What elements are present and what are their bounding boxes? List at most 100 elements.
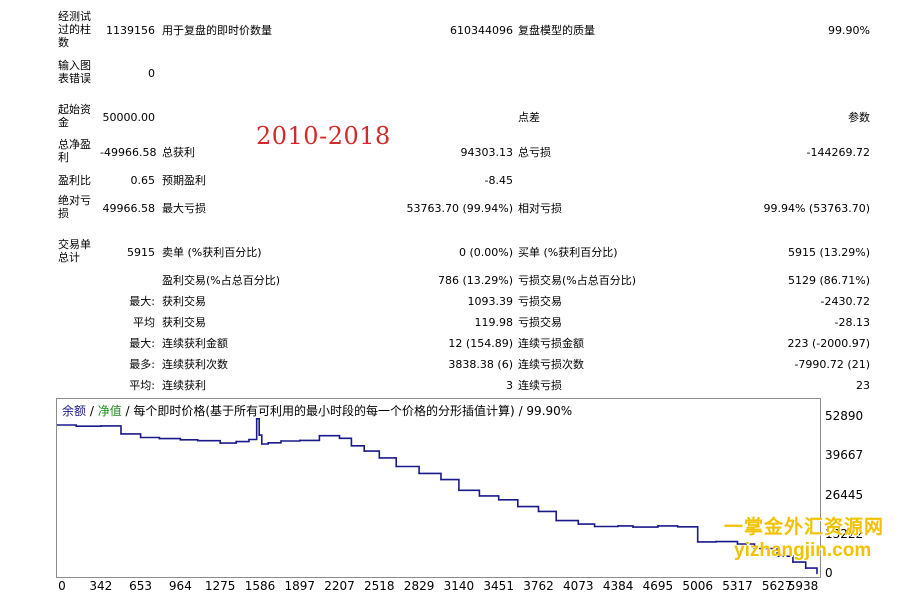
net-profit-value: -49966.58 xyxy=(100,146,157,159)
balance-point xyxy=(537,510,540,513)
gross-profit-label: 总获利 xyxy=(162,146,195,159)
balance-point xyxy=(158,437,161,440)
balance-point xyxy=(497,499,500,501)
max-consec-prefix: 最大: xyxy=(129,337,155,350)
balance-point xyxy=(100,425,102,427)
x-tick-label: 653 xyxy=(129,579,153,593)
balance-point xyxy=(517,505,519,508)
largest-loss-label: 亏损交易 xyxy=(518,295,562,308)
x-tick-label: 0 xyxy=(58,579,66,593)
legend-separator: / xyxy=(514,404,527,418)
abs-drawdown-value: 49966.58 xyxy=(102,202,156,215)
balance-point xyxy=(478,495,481,497)
balance-point xyxy=(258,434,260,436)
profit-factor-label: 盈利比 xyxy=(58,174,91,187)
expected-payoff-value: -8.45 xyxy=(484,174,513,187)
net-profit-label: 总净盈利 xyxy=(58,138,91,164)
balance-point xyxy=(261,443,263,445)
average-prefix: 平均 xyxy=(133,316,155,329)
short-trades-label: 卖单 (%获利百分比) xyxy=(162,246,262,259)
balance-point xyxy=(577,523,580,525)
balance-point xyxy=(139,436,142,439)
x-tick-label: 4073 xyxy=(563,579,594,593)
profit-trades-value: 786 (13.29%) xyxy=(437,274,513,287)
largest-prefix: 最大: xyxy=(129,295,155,308)
largest-loss-value: -2430.72 xyxy=(820,295,870,308)
max-drawdown-value: 53763.70 (99.94%) xyxy=(406,202,513,215)
balance-point xyxy=(458,489,460,492)
largest-profit-value: 1093.39 xyxy=(467,295,514,308)
balance-point xyxy=(267,442,269,444)
x-tick-label: 1586 xyxy=(244,579,276,593)
maximal-wins-value: 3838.38 (6) xyxy=(448,358,513,371)
balance-point xyxy=(299,439,301,442)
x-tick-label: 4384 xyxy=(602,579,634,593)
x-tick-label: 2207 xyxy=(324,579,355,593)
x-tick-label: 964 xyxy=(168,579,192,593)
chart-errors-value: 0 xyxy=(148,67,155,80)
x-tick-label: 1897 xyxy=(284,579,316,593)
x-tick-label: 5006 xyxy=(682,579,713,593)
total-trades-value: 5915 xyxy=(127,246,155,259)
x-tick-label: 3451 xyxy=(483,579,514,593)
max-consec-losses-value: 223 (-2000.97) xyxy=(787,337,870,350)
y-tick-label: 26445 xyxy=(825,487,864,502)
largest-profit-label: 获利交易 xyxy=(162,295,206,308)
balance-point xyxy=(816,572,818,575)
legend-quality: 99.90% xyxy=(526,404,573,418)
avg-consec-prefix: 平均: xyxy=(129,379,155,392)
chart-legend: 余额 / 净值 / 每个即时价格(基于所有可利用的最小时段的每一个价格的分形插值… xyxy=(62,402,572,419)
profit-factor-value: 0.65 xyxy=(130,174,156,187)
legend-model-text: 每个即时价格(基于所有可利用的最小时段的每一个价格的分形插值计算) xyxy=(133,404,515,418)
balance-point xyxy=(280,440,282,442)
balance-point xyxy=(776,555,778,557)
ticks-label: 用于复盘的即时价数量 xyxy=(162,24,272,37)
balance-line-series-0 xyxy=(57,418,818,574)
balance-point xyxy=(363,450,366,452)
legend-equity: 净值 xyxy=(97,404,122,418)
x-tick-label: 5938 xyxy=(787,579,819,593)
spread-value: 参数 xyxy=(848,111,870,124)
bars-tested-label: 经测试过的柱数 xyxy=(58,10,91,49)
total-trades-label: 交易单总计 xyxy=(58,238,91,264)
balance-point xyxy=(197,439,199,442)
balance-point xyxy=(440,478,442,481)
maximal-wins-label: 连续获利次数 xyxy=(162,358,228,371)
balance-chart xyxy=(56,418,818,575)
gross-profit-value: 94303.13 xyxy=(460,146,514,159)
maximal-prefix: 最多: xyxy=(129,358,155,371)
x-tick-label: 5317 xyxy=(722,579,753,593)
long-trades-label: 买单 (%获利百分比) xyxy=(518,246,618,259)
avg-consec-losses-value: 23 xyxy=(856,379,870,392)
rel-drawdown-label: 相对亏损 xyxy=(518,202,562,215)
balance-point xyxy=(235,440,237,443)
x-tick-label: 2518 xyxy=(363,579,395,593)
x-tick-label: 342 xyxy=(89,579,113,593)
x-tick-label: 4695 xyxy=(642,579,674,593)
chart-errors-label: 输入图表错误 xyxy=(58,59,91,85)
x-tick-label: 1275 xyxy=(204,579,236,593)
loss-trades-label: 亏损交易(%占总百分比) xyxy=(518,274,637,287)
max-consec-wins-value: 12 (154.89) xyxy=(448,337,513,350)
balance-point xyxy=(120,433,122,435)
balance-point xyxy=(696,541,699,543)
bars-tested-value: 1139156 xyxy=(106,24,155,37)
balance-point xyxy=(338,437,341,440)
watermark-site-name: 一掌金外汇资源网 xyxy=(724,516,885,538)
balance-point xyxy=(555,519,557,522)
balance-point xyxy=(350,445,353,447)
avg-consec-wins-value: 3 xyxy=(506,379,513,392)
deposit-label: 起始资金 xyxy=(58,103,91,129)
ticks-value: 610344096 xyxy=(450,24,513,37)
balance-point xyxy=(753,547,756,550)
avg-consec-wins-label: 连续获利 xyxy=(162,379,206,392)
maximal-losses-label: 连续亏损次数 xyxy=(518,358,584,371)
balance-point xyxy=(593,525,596,528)
year-range-annotation: 2010-2018 xyxy=(256,122,391,150)
quality-label: 复盘模型的质量 xyxy=(518,24,595,37)
gross-loss-value: -144269.72 xyxy=(806,146,870,159)
loss-trades-value: 5129 (86.71%) xyxy=(787,274,870,287)
legend-separator: / xyxy=(86,404,98,418)
balance-point xyxy=(804,567,807,569)
watermark-site-url: yizhangjin.com xyxy=(734,540,872,561)
